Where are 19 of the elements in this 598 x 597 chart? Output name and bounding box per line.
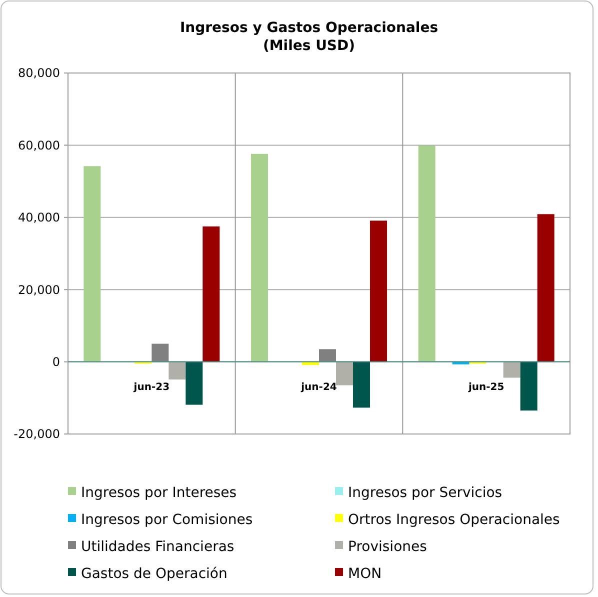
x-tick-label: jun-25 <box>467 382 504 393</box>
legend-label: Utilidades Financieras <box>81 538 234 555</box>
y-tick-label: -20,000 <box>14 427 60 442</box>
chart-title: Ingresos y Gastos Operacionales <box>180 20 438 36</box>
chart-subtitle: (Miles USD) <box>262 38 356 54</box>
legend-label: Ortros Ingresos Operacionales <box>348 512 560 528</box>
y-tick-label: 0 <box>52 355 60 369</box>
y-tick-label: 80,000 <box>18 66 60 80</box>
x-tick-label: jun-24 <box>300 382 337 393</box>
legend-label: MON <box>348 566 382 582</box>
legend-label: Provisiones <box>348 538 427 555</box>
y-tick-label: 60,000 <box>18 138 60 152</box>
y-tick-label: 40,000 <box>18 210 60 225</box>
legend-label: Ingresos por Comisiones <box>81 512 253 528</box>
legend-label: Ingresos por Intereses <box>81 484 237 501</box>
legend-label: Gastos de Operación <box>81 566 228 582</box>
legend-label: Ingresos por Servicios <box>348 484 502 501</box>
x-tick-label: jun-23 <box>132 382 170 393</box>
y-tick-label: 20,000 <box>18 282 60 297</box>
